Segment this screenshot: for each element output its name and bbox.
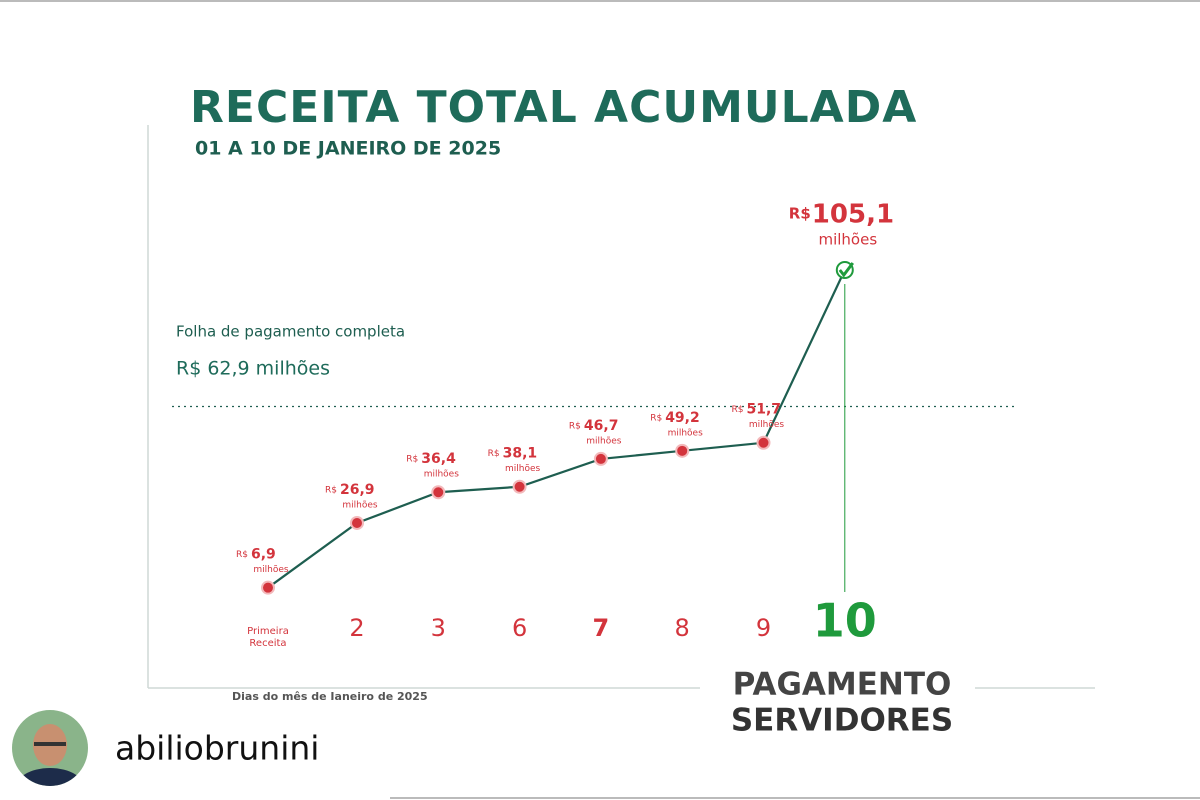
value-label: 36,4: [421, 451, 456, 467]
x-tick-label: 6: [512, 614, 527, 642]
currency-label: R$: [236, 550, 248, 560]
currency-label: R$: [569, 421, 581, 431]
value-label: 49,2: [665, 410, 700, 426]
username[interactable]: abiliobrunini: [115, 729, 319, 768]
unit-label: milhões: [253, 565, 289, 575]
reference-value-label: R$ 62,9 milhões: [176, 358, 330, 380]
x-axis-label: Dias do mês de Janeiro de 2025: [232, 690, 428, 703]
annotation: SERVIDORES: [731, 703, 953, 739]
x-tick-label: 9: [756, 614, 771, 642]
currency-label: R$: [650, 413, 662, 423]
data-point: [512, 479, 527, 494]
currency-label: R$: [325, 485, 337, 495]
x-tick-label: 8: [675, 614, 690, 642]
unit-label: milhões: [424, 470, 460, 480]
value-label: 51,7: [747, 402, 782, 418]
x-tick-label: 3: [431, 614, 446, 642]
data-point: [261, 580, 275, 595]
data-point: [675, 443, 690, 458]
x-tick-label: 2: [349, 614, 364, 642]
unit-label: milhões: [505, 464, 541, 474]
chart-title: RECEITA TOTAL ACUMULADA: [190, 82, 917, 133]
value-label: 6,9: [251, 547, 276, 563]
unit-label: milhões: [749, 420, 785, 430]
unit-label: milhões: [342, 500, 378, 510]
unit-label: milhões: [668, 428, 704, 438]
data-point: [350, 515, 364, 530]
x-tick-label: 7: [593, 614, 610, 642]
value-label: 26,9: [340, 482, 375, 498]
data-point: [593, 451, 608, 466]
check-mark: [838, 262, 854, 278]
x-tick-label: 10: [813, 594, 877, 648]
avatar[interactable]: [10, 708, 90, 800]
data-point: [756, 435, 771, 450]
value-label: 38,1: [503, 446, 538, 462]
chart-subtitle: 01 A 10 DE JANEIRO DE 2025: [195, 138, 501, 160]
reference-label: Folha de pagamento completa: [176, 323, 405, 341]
currency-label: R$: [789, 205, 811, 223]
currency-label: R$: [732, 405, 744, 415]
data-point: [431, 485, 446, 500]
annotation: PAGAMENTO: [733, 667, 952, 703]
currency-label: R$: [488, 449, 500, 459]
value-label: 105,1: [812, 200, 894, 230]
x-tick-label: Primeira Receita: [247, 626, 289, 649]
data-line: [267, 269, 846, 589]
unit-label: milhões: [586, 436, 622, 446]
value-label: 46,7: [584, 418, 619, 434]
currency-label: R$: [406, 455, 418, 465]
unit-label: milhões: [818, 231, 877, 249]
